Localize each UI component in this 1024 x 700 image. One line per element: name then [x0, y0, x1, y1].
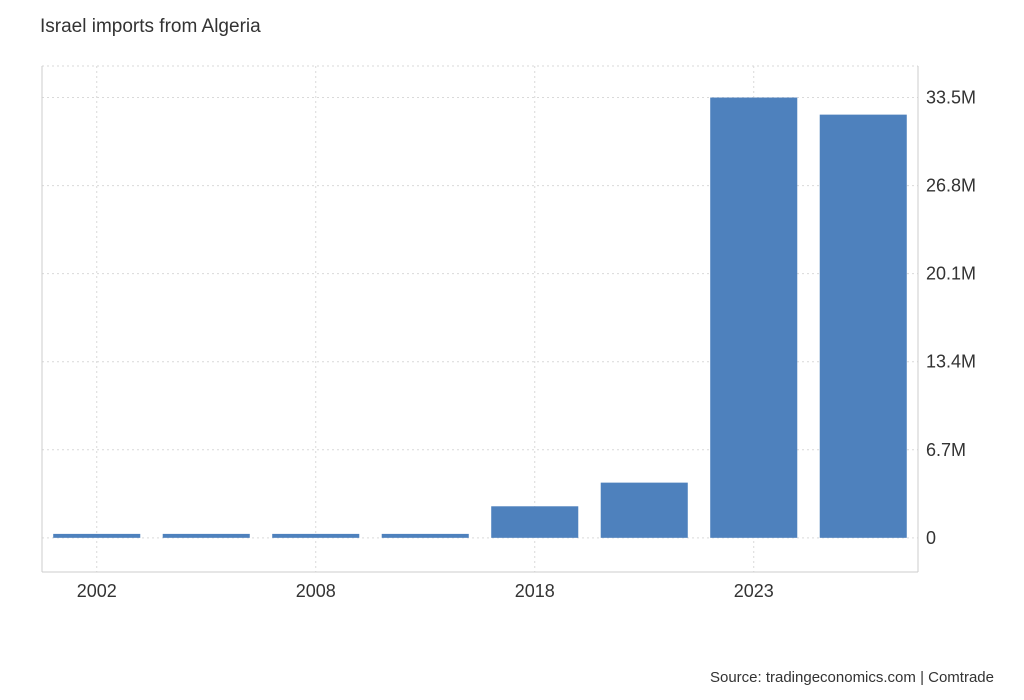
bar-2	[272, 533, 360, 538]
x-axis-tick-labels: 2002 2008 2018 2023	[77, 581, 774, 601]
y-axis-tick-labels: 0 6.7M 13.4M 20.1M 26.8M 33.5M	[926, 88, 976, 548]
bar-5	[600, 482, 688, 538]
bar-3	[381, 533, 469, 538]
y-tick-label: 13.4M	[926, 352, 976, 372]
x-tick-label: 2002	[77, 581, 117, 601]
bar-1	[162, 533, 250, 538]
x-tick-label: 2018	[515, 581, 555, 601]
axes	[41, 66, 919, 573]
bar-7	[819, 114, 907, 538]
x-tick-label: 2023	[734, 581, 774, 601]
y-tick-label: 6.7M	[926, 440, 966, 460]
y-tick-label: 0	[926, 528, 936, 548]
chart-title: Israel imports from Algeria	[40, 16, 261, 37]
bar-0	[53, 533, 141, 538]
y-tick-label: 26.8M	[926, 176, 976, 196]
x-tick-label: 2008	[296, 581, 336, 601]
y-tick-label: 33.5M	[926, 88, 976, 108]
bar-4	[491, 506, 579, 538]
bar-6	[710, 97, 798, 538]
y-tick-label: 20.1M	[926, 264, 976, 284]
source-note: Source: tradingeconomics.com | Comtrade	[709, 669, 994, 686]
bars	[53, 97, 907, 538]
